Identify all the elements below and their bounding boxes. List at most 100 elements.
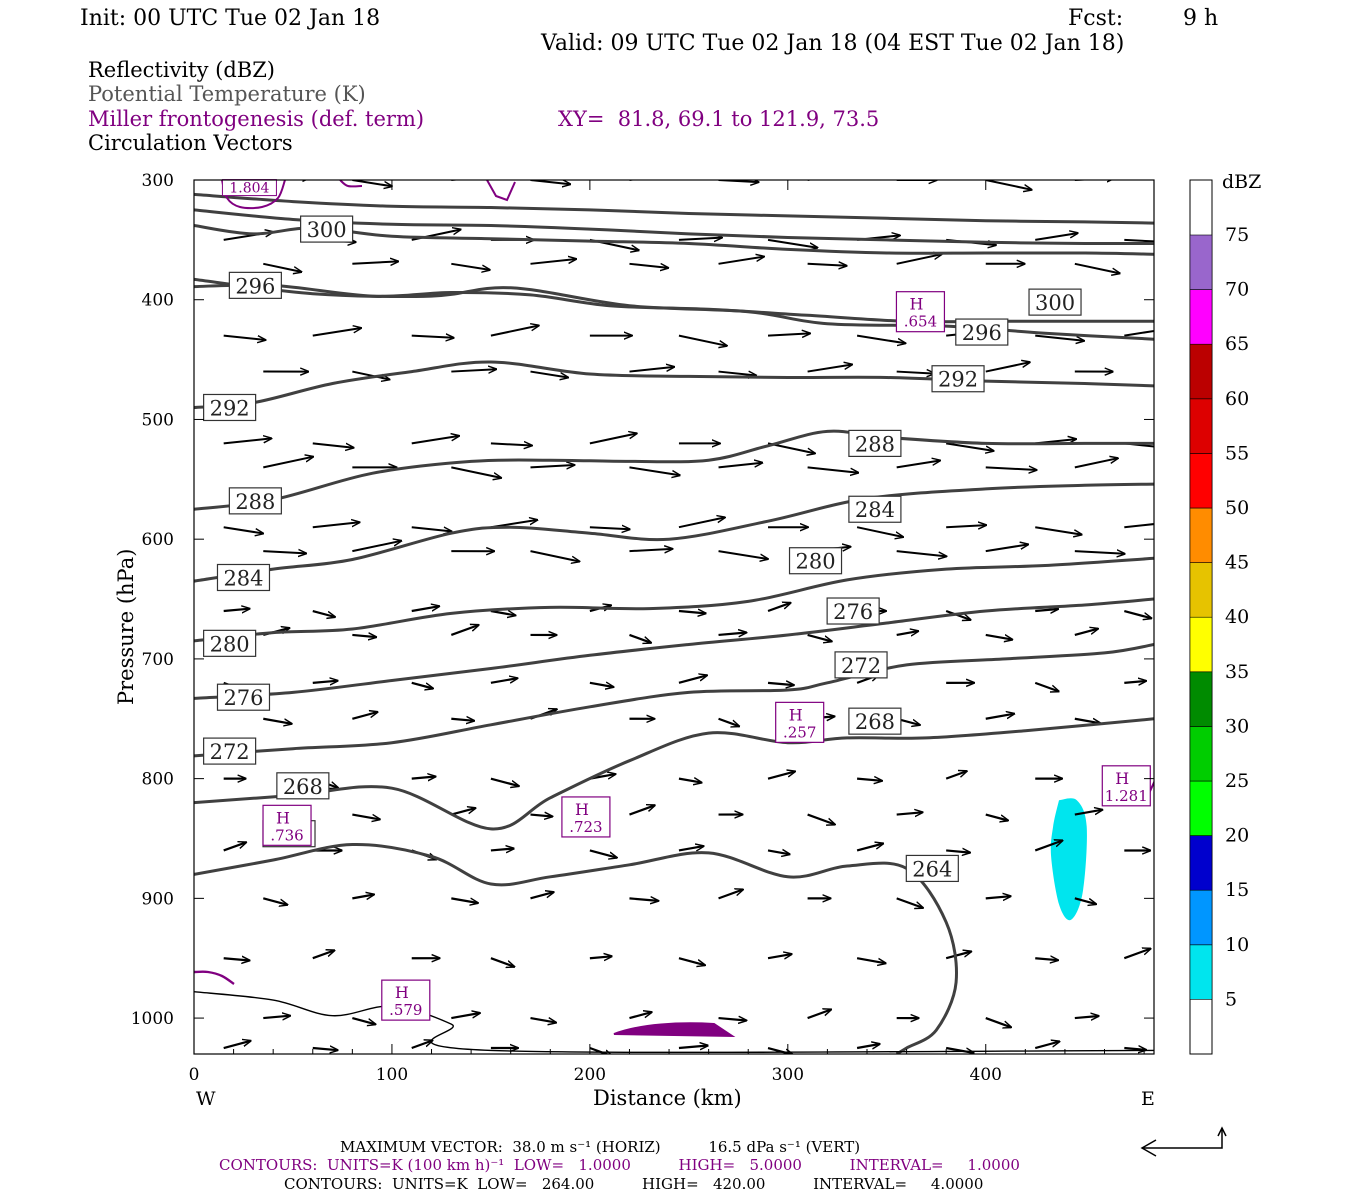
theta-label-box <box>826 597 880 625</box>
circulation-vector <box>767 603 791 613</box>
y-tick-label: 300 <box>142 171 174 191</box>
circulation-vector <box>530 815 552 817</box>
circulation-vector <box>985 813 1008 821</box>
theta-label-text: 264 <box>912 857 952 881</box>
frontogenesis-contour <box>194 970 235 986</box>
circulation-vector <box>985 714 1015 720</box>
circulation-vector <box>678 517 725 529</box>
circulation-vector <box>530 550 579 561</box>
circulation-vector <box>313 157 363 168</box>
circulation-vector <box>530 259 576 265</box>
circulation-vector <box>490 678 518 684</box>
circulation-vector <box>629 1012 651 1020</box>
x-axis-title: Distance (km) <box>593 1086 742 1110</box>
theta-label-text: 288 <box>235 490 275 514</box>
theta-label-text: 268 <box>283 775 323 799</box>
circulation-vector <box>411 606 440 613</box>
circulation-vector <box>767 333 810 335</box>
circulation-vector <box>767 683 794 685</box>
theta-label-box <box>931 365 985 393</box>
circulation-vector <box>352 103 400 108</box>
theta-contour <box>194 597 1154 700</box>
circulation-vector <box>1124 609 1151 618</box>
circulation-vector <box>451 369 496 371</box>
colorbar-segment <box>1189 398 1213 454</box>
circulation-vector <box>946 442 993 451</box>
circulation-vector <box>589 527 630 529</box>
circulation-vector <box>451 180 498 181</box>
theta-contour-label: 284 <box>216 563 271 592</box>
theta-contour-label: 268 <box>848 707 902 735</box>
colorbar-level-label: 25 <box>1225 770 1249 792</box>
frontogenesis-max-value: .736 <box>270 826 303 844</box>
circulation-vector <box>678 779 702 783</box>
circulation-vector <box>897 108 944 118</box>
theta-contour <box>194 717 1154 831</box>
y-tick-label: 600 <box>142 530 174 550</box>
circulation-vector <box>1034 681 1058 692</box>
circulation-vector <box>629 180 636 181</box>
circulation-vector <box>896 631 919 635</box>
frontogenesis-max-box <box>895 291 946 333</box>
circulation-vector <box>263 457 313 469</box>
circulation-vector <box>590 96 628 102</box>
circulation-vector <box>856 779 882 781</box>
theta-contour <box>194 842 958 1054</box>
valid-time: Valid: 09 UTC Tue 02 Jan 18 (04 EST Tue … <box>541 31 1125 56</box>
theta-contour-label: 292 <box>931 365 985 393</box>
circulation-vector <box>985 544 1028 553</box>
colorbar-segment <box>1189 562 1213 618</box>
colorbar-level-label: 65 <box>1225 333 1249 355</box>
circulation-vector <box>1124 238 1154 243</box>
field-reflectivity-title: Reflectivity (dBZ) <box>88 58 276 82</box>
theta-label-box <box>203 629 257 657</box>
circulation-vector <box>312 609 335 617</box>
colorbar-level-label: 50 <box>1225 497 1249 519</box>
theta-label-box <box>848 495 902 523</box>
circulation-vector <box>411 1041 433 1050</box>
circulation-vector <box>530 465 574 467</box>
theta-contour-label: 288 <box>228 487 282 515</box>
theta-contour-label: 272 <box>203 737 257 765</box>
colorbar-level-label: 70 <box>1225 279 1249 301</box>
theta-contour <box>194 192 1154 225</box>
circulation-vector <box>629 898 658 901</box>
theta-label-box <box>203 393 257 422</box>
frontogenesis-max-letter: H <box>575 800 589 819</box>
colorbar-segment <box>1189 234 1213 290</box>
circulation-vector <box>352 261 398 263</box>
y-tick-label: 700 <box>142 650 174 670</box>
circulation-vector <box>896 812 923 814</box>
circulation-vector <box>223 958 250 960</box>
circulation-vector <box>412 96 449 104</box>
theta-label-text: 284 <box>223 566 263 590</box>
max-vector-info: MAXIMUM VECTOR: 38.0 m s⁻¹ (HORIZ) 16.5 … <box>340 1138 861 1156</box>
theta-contour-label: 276 <box>826 597 880 625</box>
circulation-vector <box>1035 233 1077 241</box>
circulation-vector <box>223 334 266 340</box>
circulation-vector <box>312 522 360 529</box>
theta-contour-label: 300 <box>300 215 354 243</box>
circulation-vector <box>945 609 970 620</box>
circulation-vector <box>451 1013 480 1020</box>
circulation-vector <box>352 370 389 380</box>
circulation-vector <box>1074 262 1120 274</box>
circulation-vector <box>352 813 380 820</box>
y-tick-label: 900 <box>142 889 174 909</box>
y-tick-label: 800 <box>142 770 174 790</box>
colorbar-level-label: 10 <box>1225 934 1249 956</box>
circulation-vector <box>857 89 901 96</box>
circulation-vector <box>719 98 766 108</box>
surface-line <box>194 991 1154 1054</box>
circulation-vector <box>312 328 361 337</box>
circulation-vector <box>1075 108 1122 116</box>
frontogenesis-max-value: .723 <box>569 818 602 836</box>
circulation-vector <box>768 163 812 168</box>
circulation-vector <box>945 952 971 960</box>
circulation-vector <box>896 897 923 908</box>
circulation-vector <box>946 525 986 527</box>
circulation-vector <box>530 892 553 900</box>
frontogenesis-max-label: H.257 <box>775 701 825 743</box>
theta-label-text: 284 <box>855 498 895 522</box>
